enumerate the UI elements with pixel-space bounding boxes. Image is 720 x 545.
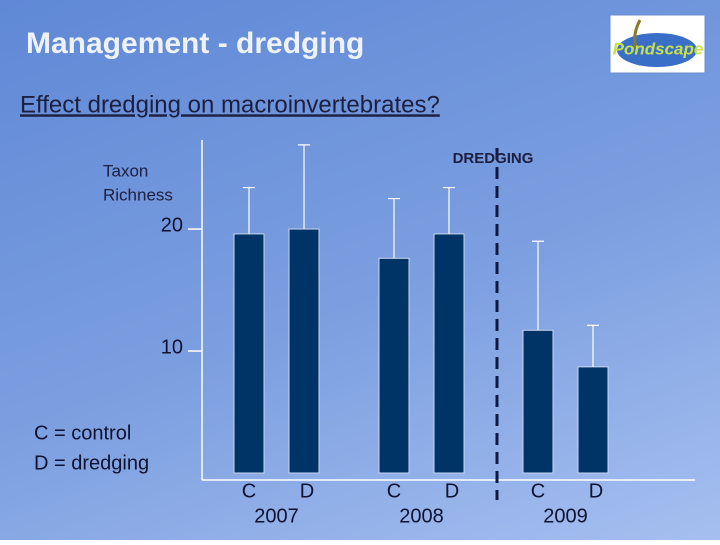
logo-ellipse <box>617 33 697 67</box>
error-bar <box>298 144 310 230</box>
legend-text: D = dredging <box>34 452 149 474</box>
error-bar <box>243 186 255 234</box>
error-bar <box>532 240 544 331</box>
bar <box>577 366 609 474</box>
error-bar <box>443 186 455 234</box>
slide-subtitle: Effect dredging on macroinvertebrates? <box>20 91 440 118</box>
x-tick-label: C <box>531 480 545 502</box>
logo: Pondscape <box>609 14 706 74</box>
legend-text: C = control <box>34 422 131 444</box>
group-label: 2007 <box>254 505 299 527</box>
annotation: DREDGING <box>453 150 534 167</box>
x-tick-label: D <box>589 480 603 502</box>
x-tick-label: C <box>387 480 401 502</box>
x-tick-label: D <box>445 480 459 502</box>
x-tick-label: D <box>300 480 314 502</box>
x-tick-label: C <box>242 480 256 502</box>
logo-text: Pondscape <box>613 39 704 58</box>
bar <box>522 329 554 474</box>
group-label: 2009 <box>543 505 588 527</box>
bar <box>233 233 265 474</box>
error-bar <box>587 324 599 367</box>
logo-reed <box>633 19 642 49</box>
error-bar <box>388 197 400 259</box>
y-tick-label: 20 <box>161 214 183 236</box>
bar <box>378 257 410 474</box>
y-axis-label: Taxon <box>103 161 148 180</box>
group-label: 2008 <box>399 505 444 527</box>
y-axis-label: Richness <box>103 185 173 204</box>
slide-title: Management - dredging <box>26 27 364 60</box>
bar <box>288 228 320 474</box>
bar <box>433 233 465 474</box>
y-tick-label: 10 <box>161 336 183 358</box>
